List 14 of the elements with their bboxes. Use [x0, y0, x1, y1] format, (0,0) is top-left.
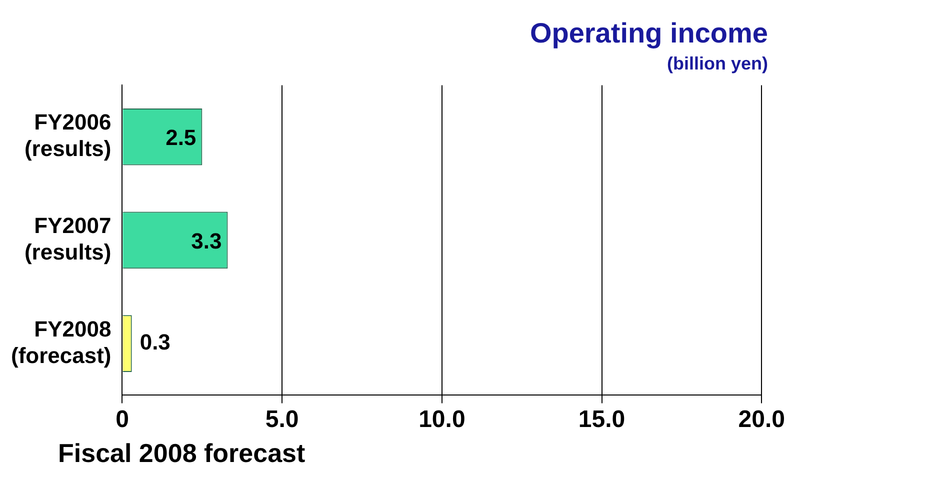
- chart-subtitle: (billion yen): [667, 53, 768, 74]
- y-tick-label: FY2008 (forecast): [10, 316, 112, 368]
- y-tick-label: FY2007 (results): [24, 213, 112, 264]
- data-label: 2.5: [166, 124, 196, 150]
- text: Fiscal 2008 forecast: [58, 438, 306, 469]
- x-tick-label: 15.0: [578, 406, 626, 434]
- x-tick-label: 5.0: [265, 406, 299, 434]
- chart-title: Operating income: [530, 18, 768, 49]
- y-tick-label: FY2006 (results): [24, 110, 112, 162]
- data-label: 3.3: [191, 228, 222, 254]
- x-tick-label: 0: [116, 406, 129, 434]
- x-tick-label: 20.0: [738, 406, 786, 434]
- data-label: 0.3: [140, 330, 170, 355]
- x-tick-label: 10.0: [418, 406, 466, 434]
